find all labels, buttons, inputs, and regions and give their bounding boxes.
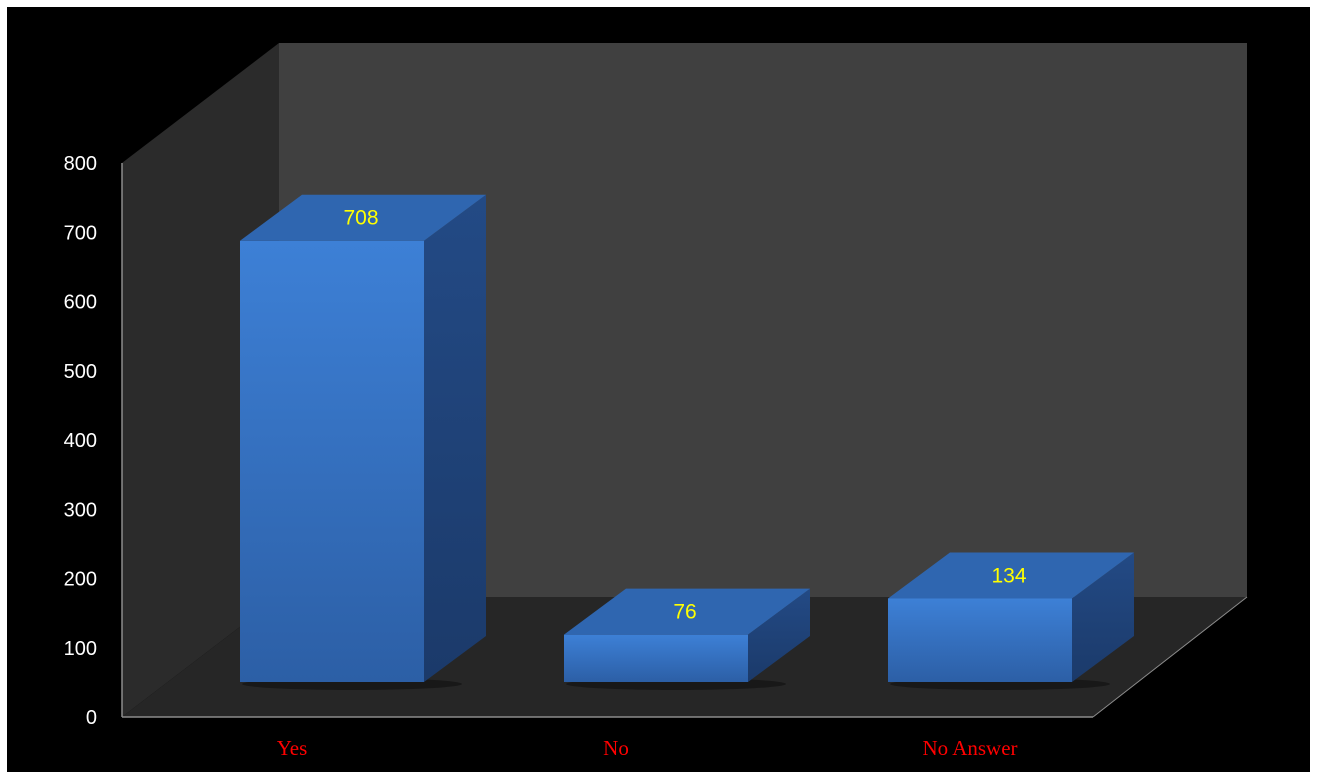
data-label: 76 (673, 601, 696, 624)
bar-front-face (240, 240, 424, 682)
floor-edge-line (1092, 596, 1248, 718)
bar (888, 552, 1134, 690)
bar-top-face (564, 588, 810, 635)
y-tick-label: 100 (64, 638, 97, 660)
y-tick-label: 700 (64, 222, 97, 244)
bar (564, 588, 810, 690)
back-wall (279, 43, 1247, 597)
y-tick-label: 500 (64, 361, 97, 383)
bar-top-face (888, 552, 1134, 599)
bar-side-face (424, 194, 486, 682)
chart-frame: 0 100 200 300 400 500 600 700 800 Yes No No Answer… (7, 7, 1310, 772)
data-labels: 708 76 134 (343, 207, 1026, 624)
category-label: Yes (277, 736, 308, 760)
bar-chart: 0 100 200 300 400 500 600 700 800 Yes No No Answer… (64, 43, 1248, 760)
side-wall (122, 43, 279, 717)
bar-front-face (564, 634, 748, 682)
bar-top-face (240, 194, 486, 241)
category-label: No (603, 736, 629, 760)
category-axis-labels: Yes No No Answer (277, 736, 1018, 760)
bar-side-face (1072, 552, 1134, 682)
y-tick-label: 800 (64, 153, 97, 175)
bar-front-face (888, 598, 1072, 682)
value-axis-ticks: 0 100 200 300 400 500 600 700 800 (64, 153, 97, 729)
y-tick-label: 0 (86, 707, 97, 729)
bar (240, 194, 486, 690)
category-label: No Answer (922, 736, 1017, 760)
y-tick-label: 400 (64, 430, 97, 452)
y-tick-label: 300 (64, 499, 97, 521)
bar-series (240, 194, 1134, 690)
y-tick-label: 200 (64, 569, 97, 591)
data-label: 708 (343, 207, 378, 230)
bar-side-face (748, 588, 810, 682)
y-tick-label: 600 (64, 292, 97, 314)
data-label: 134 (991, 564, 1026, 587)
